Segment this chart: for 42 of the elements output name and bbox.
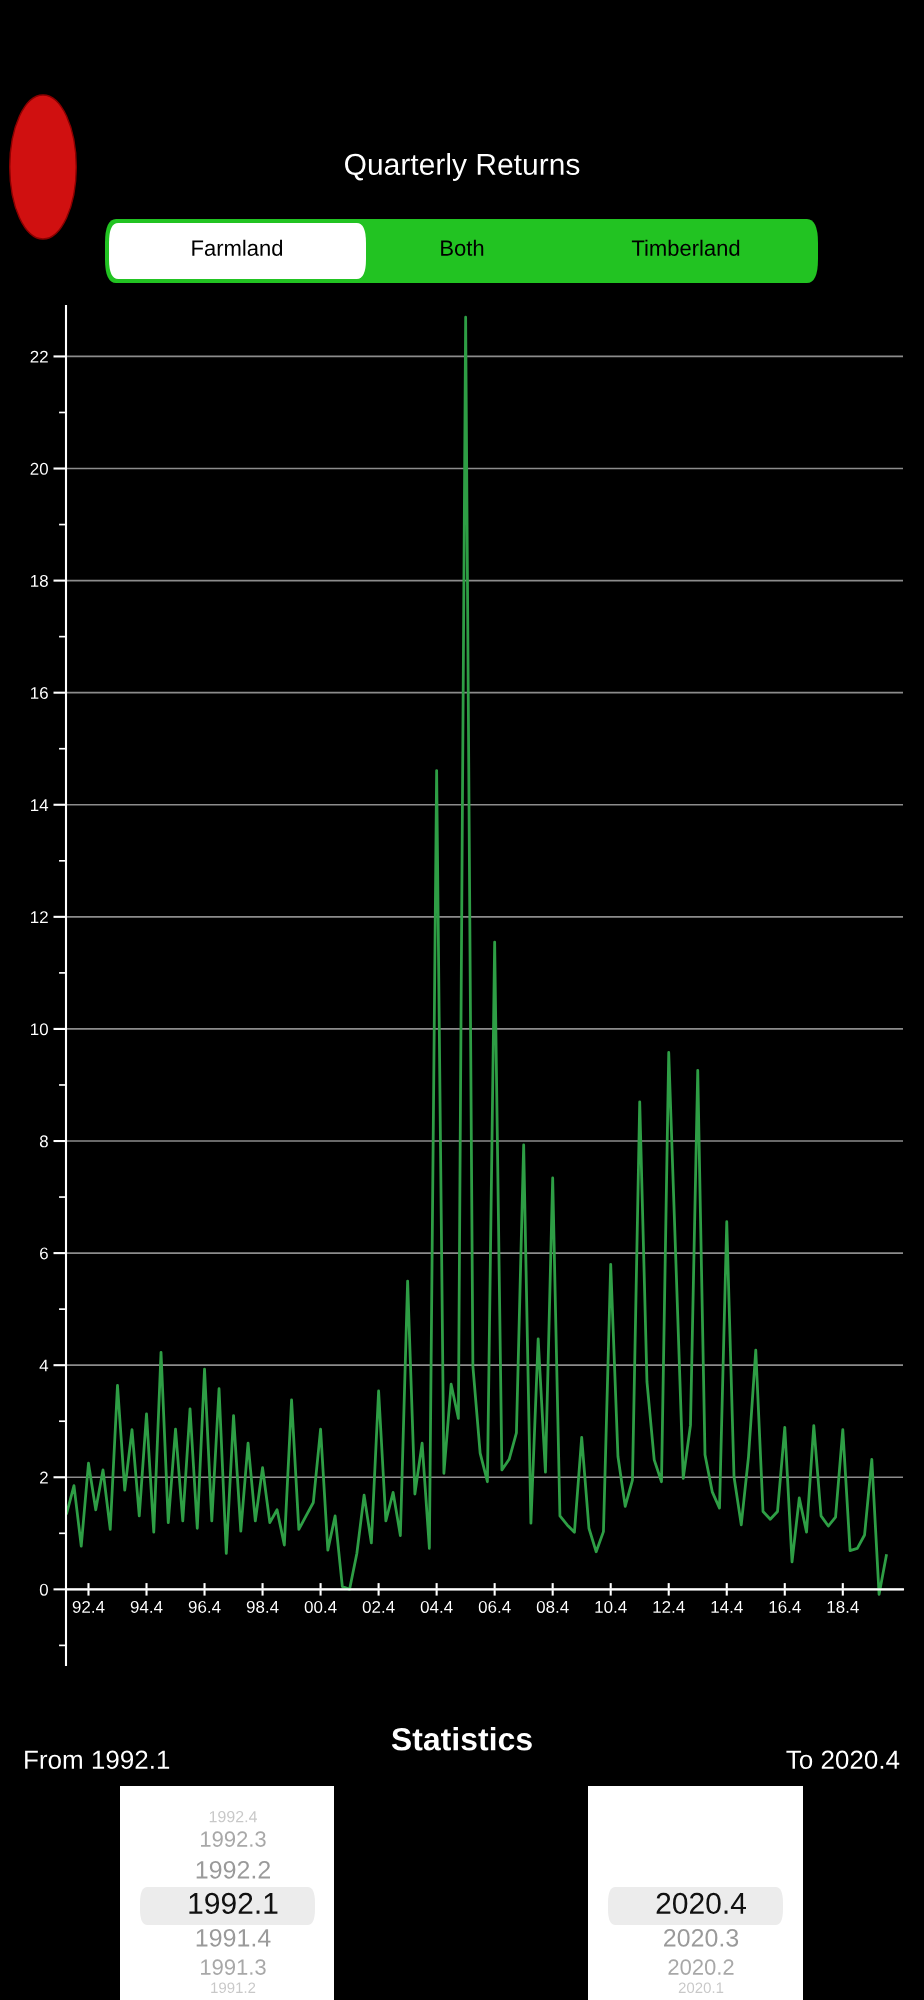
y-tick-label: 0 (39, 1583, 48, 1596)
line-series (66, 315, 888, 1596)
x-tick-label: 12.4 (653, 1600, 685, 1613)
x-tick-label: 04.4 (420, 1600, 453, 1613)
text: 1992.1 (189, 1892, 278, 1915)
y-tick-label: 18 (31, 574, 48, 587)
x-tick-label: 16.4 (769, 1600, 801, 1613)
text: Farmland (192, 239, 283, 256)
y-tick-label: 4 (39, 1359, 49, 1372)
y-tick-label: 6 (40, 1247, 48, 1260)
x-tick-label: 08.4 (536, 1600, 569, 1613)
text: 2020.4 (656, 1892, 747, 1915)
x-tick-label: 92.4 (72, 1600, 105, 1613)
text: Timberland (631, 239, 740, 256)
text: Both (441, 239, 484, 256)
chart-title: Quarterly Returns (345, 153, 580, 181)
x-tick-label: 10.4 (595, 1600, 627, 1613)
x-tick-label: 94.4 (130, 1600, 163, 1613)
text: 2020.3 (664, 1929, 739, 1947)
x-tick-label: 02.4 (362, 1600, 395, 1613)
x-tick-label: 06.4 (478, 1600, 511, 1613)
text: 1991.4 (196, 1929, 271, 1947)
text: Statistics (391, 1727, 532, 1751)
y-tick-label: 12 (31, 911, 48, 924)
x-tick-label: 18.4 (827, 1600, 859, 1613)
text: To 2020.4 (786, 1750, 900, 1769)
y-tick-label: 14 (31, 799, 49, 811)
text: From 1992.1 (25, 1750, 170, 1769)
y-tick-label: 2 (40, 1471, 48, 1484)
y-tick-label: 16 (31, 686, 48, 700)
text: 1991.3 (201, 1959, 266, 1975)
text: 1992.2 (196, 1861, 270, 1879)
y-tick-label: 8 (39, 1135, 48, 1148)
y-tick-label: 10 (31, 1023, 48, 1036)
text: 1992.3 (201, 1831, 266, 1847)
x-tick-label: 00.4 (304, 1600, 337, 1613)
y-tick-label: 22 (30, 350, 48, 363)
text: 2020.2 (668, 1959, 734, 1975)
x-tick-label: 98.4 (246, 1600, 279, 1613)
y-tick-label: 20 (30, 462, 48, 475)
x-tick-label: 96.4 (188, 1600, 221, 1613)
x-tick-label: 14.4 (711, 1601, 743, 1613)
